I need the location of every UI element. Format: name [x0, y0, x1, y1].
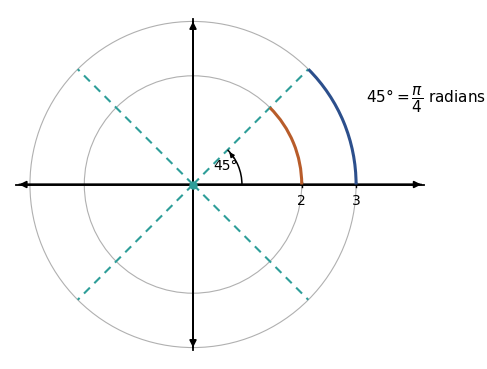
Text: 45°: 45° — [214, 159, 238, 173]
Text: $45° = \dfrac{\pi}{4}$ radians: $45° = \dfrac{\pi}{4}$ radians — [366, 85, 486, 115]
Text: 3: 3 — [352, 194, 360, 208]
Text: 2: 2 — [298, 194, 306, 208]
